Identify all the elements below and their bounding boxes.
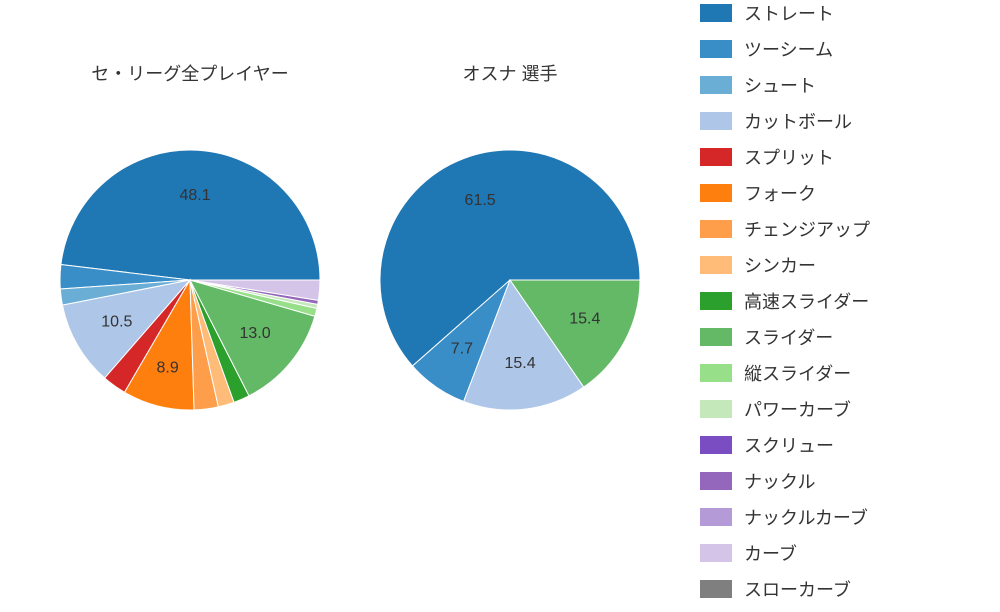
legend-item: スライダー [700,324,990,350]
slice-label: 61.5 [465,192,496,209]
legend-swatch [700,544,732,562]
legend-item: スクリュー [700,432,990,458]
slice-label: 10.5 [101,314,132,331]
legend-item: 縦スライダー [700,360,990,386]
legend-label: フォーク [744,180,816,206]
legend-swatch [700,112,732,130]
pie-title: オスナ 選手 [462,64,557,84]
legend-item: スプリット [700,144,990,170]
legend-swatch [700,328,732,346]
legend-item: 高速スライダー [700,288,990,314]
legend-label: ツーシーム [744,36,833,62]
legend-label: カーブ [744,540,797,566]
legend-item: フォーク [700,180,990,206]
legend-swatch [700,400,732,418]
legend-swatch [700,256,732,274]
slice-label: 15.4 [569,311,600,328]
legend-swatch [700,580,732,598]
legend-item: ナックルカーブ [700,504,990,530]
pie-slice [61,150,320,280]
legend-label: ナックル [744,468,815,494]
legend-label: シュート [744,72,816,98]
slice-label: 13.0 [240,325,271,342]
legend-label: スプリット [744,144,834,170]
legend-item: パワーカーブ [700,396,990,422]
slice-label: 8.9 [157,359,179,376]
legend-item: カーブ [700,540,990,566]
legend: ストレートツーシームシュートカットボールスプリットフォークチェンジアップシンカー… [700,0,990,612]
slice-label: 15.4 [504,355,535,372]
legend-item: カットボール [700,108,990,134]
legend-label: 高速スライダー [744,288,869,314]
legend-swatch [700,436,732,454]
legend-label: ストレート [744,0,834,26]
slice-label: 7.7 [451,341,473,358]
legend-item: チェンジアップ [700,216,990,242]
legend-item: ツーシーム [700,36,990,62]
legend-swatch [700,508,732,526]
legend-item: シュート [700,72,990,98]
slice-label: 48.1 [179,187,210,204]
legend-swatch [700,4,732,22]
legend-swatch [700,292,732,310]
legend-item: ナックル [700,468,990,494]
legend-label: ナックルカーブ [744,504,868,530]
legend-item: シンカー [700,252,990,278]
pie-charts-svg: セ・リーグ全プレイヤー 48.1 10.5 8.9 13.0 オスナ 選手 61.5 7.7 1… [0,0,680,600]
legend-label: 縦スライダー [744,360,851,386]
legend-label: パワーカーブ [744,396,851,422]
legend-label: スライダー [744,324,833,350]
legend-swatch [700,148,732,166]
legend-item: スローカーブ [700,576,990,602]
legend-item: ストレート [700,0,990,26]
legend-swatch [700,472,732,490]
legend-swatch [700,184,732,202]
legend-swatch [700,364,732,382]
pie-title: セ・リーグ全プレイヤー [91,64,288,84]
legend-label: スローカーブ [744,576,851,602]
legend-swatch [700,76,732,94]
legend-swatch [700,220,732,238]
chart-area: セ・リーグ全プレイヤー 48.1 10.5 8.9 13.0 オスナ 選手 61.5 7.7 1… [0,0,680,600]
legend-label: シンカー [744,252,816,278]
legend-label: カットボール [744,108,852,134]
legend-label: スクリュー [744,432,834,458]
legend-label: チェンジアップ [744,216,870,242]
legend-swatch [700,40,732,58]
